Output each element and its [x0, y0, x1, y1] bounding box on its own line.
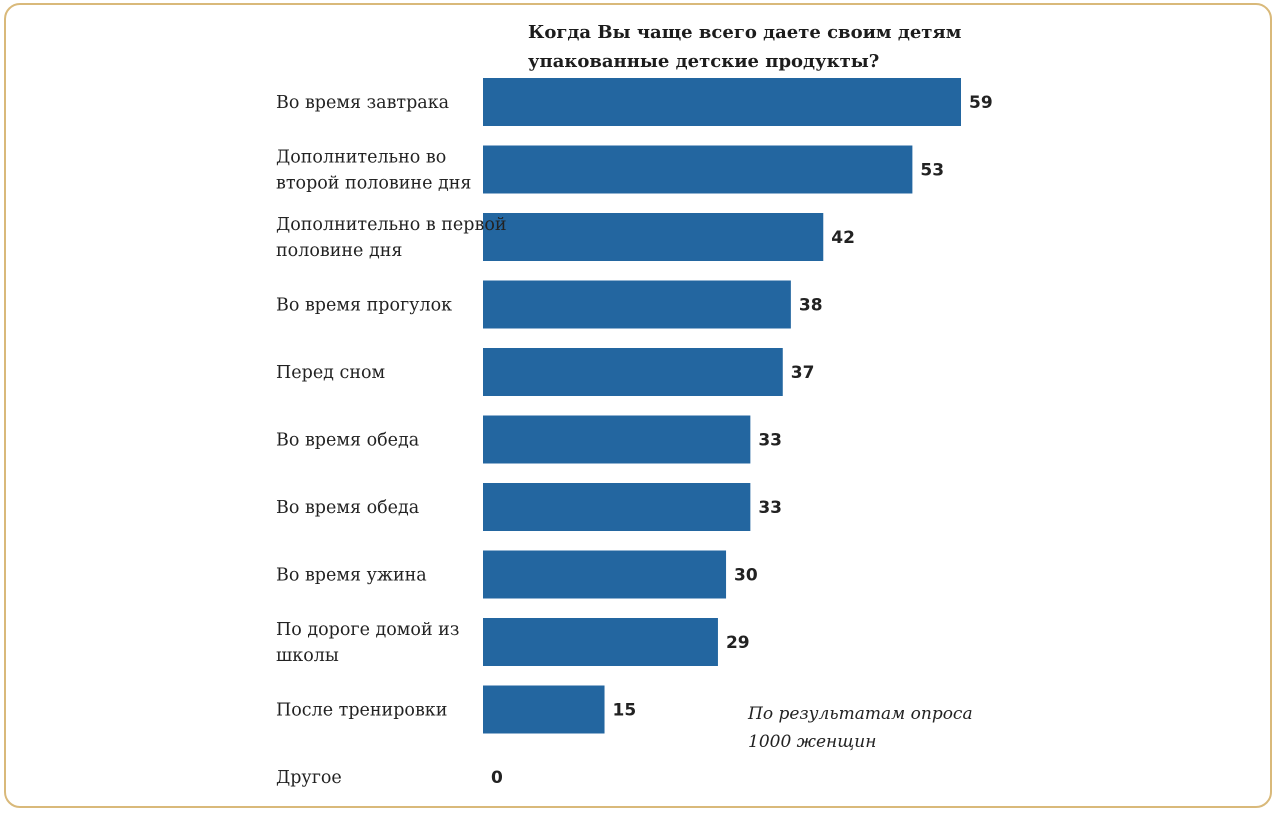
value-label: 37: [791, 363, 815, 383]
category-label: Во время прогулок: [276, 296, 452, 316]
value-label: 59: [969, 93, 993, 113]
bar: [483, 618, 718, 666]
bar: [483, 415, 751, 464]
category-label: Перед сном: [276, 363, 385, 383]
bar: [483, 483, 751, 531]
value-label: 42: [831, 228, 855, 248]
value-label: 29: [726, 633, 750, 653]
value-label: 15: [613, 701, 637, 721]
category-label: Дополнительно в первой половине дня: [276, 215, 507, 261]
bar: [483, 145, 913, 194]
category-label: Во время завтрака: [276, 93, 449, 113]
value-label: 53: [920, 161, 944, 181]
value-label: 38: [799, 296, 823, 316]
category-label: Во время обеда: [276, 431, 419, 451]
bar: [483, 78, 961, 126]
category-label: Во время обеда: [276, 498, 419, 518]
value-label: 0: [491, 768, 503, 788]
value-label: 33: [758, 431, 782, 451]
survey-note: По результатам опроса 1000 женщин: [748, 704, 973, 752]
bar: [483, 348, 783, 396]
chart-title: Когда Вы чаще всего даете своим детям уп…: [528, 22, 962, 72]
bar: [483, 280, 791, 329]
value-label: 30: [734, 566, 758, 586]
category-label: После тренировки: [276, 701, 447, 721]
bar: [483, 685, 605, 734]
category-label: Дополнительно во второй половине дня: [276, 148, 471, 194]
category-label: Во время ужина: [276, 566, 427, 586]
category-label: По дороге домой из школы: [276, 620, 459, 666]
bar: [483, 550, 727, 599]
bar: [483, 213, 824, 261]
chart-frame: [4, 3, 1272, 808]
value-label: 33: [758, 498, 782, 518]
category-label: Другое: [276, 768, 342, 788]
